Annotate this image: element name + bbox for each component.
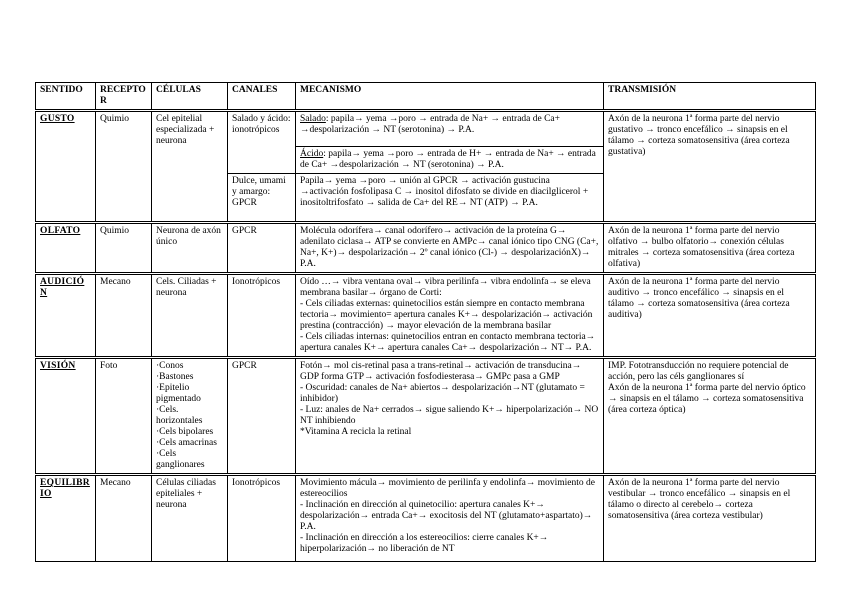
cell-olfato-celulas: Neurona de axón único	[151, 221, 228, 274]
sense-label-gusto: GUSTO	[40, 114, 75, 124]
row-audicion: AUDICIÓN Mecano Cels. Ciliadas + neurona…	[35, 272, 816, 358]
senses-table: SENTIDO RECEPTOR CÉLULAS CANALES MECANIS…	[35, 82, 816, 562]
header-celulas: CÉLULAS	[151, 82, 228, 111]
cell-audicion-receptor: Mecano	[95, 272, 152, 358]
mechanism-lead-salado: Salado	[300, 114, 326, 124]
transmission-line: Axón de la neurona 1ª forma parte del ne…	[608, 383, 806, 415]
cell-olfato-receptor: Quimio	[95, 221, 152, 274]
cell-list-item: ·Cels amacrinas	[156, 438, 217, 448]
cell-audicion-celulas: Cels. Ciliadas + neurona	[151, 272, 228, 358]
cell-vision-mecanismo: Fotón→ mol cis-retinal pasa a trans-reti…	[295, 356, 604, 475]
cell-vision-celulas: ·Conos ·Bastones ·Epitelio pigmentado ·C…	[151, 356, 228, 475]
mechanism-text-salado: : papila→ yema →poro → entrada de Na+ → …	[300, 114, 561, 135]
header-receptor: RECEPTOR	[95, 82, 152, 111]
cell-gusto-mecanismo-dulce: Papila→ yema →poro → unión al GPCR → act…	[295, 173, 604, 223]
cell-gusto-transmision: Axón de la neurona 1ª forma parte del ne…	[603, 109, 816, 223]
cell-olfato-canales: GPCR	[227, 221, 296, 274]
mechanism-lead-acido: Ácido	[300, 149, 324, 159]
cell-gusto-celulas: Cel epitelial especializada + neurona	[151, 109, 228, 223]
cell-olfato-sentido: OLFATO	[35, 221, 96, 274]
mechanism-text-acido: : papila→ yema →poro → entrada de H+ → e…	[300, 149, 596, 170]
header-mecanismo: MECANISMO	[295, 82, 604, 111]
cell-gusto-canales-gpcr: Dulce, umami y amargo: GPCR	[227, 173, 296, 223]
mechanism-line: *Vitamina A recicla la retinal	[300, 427, 412, 437]
table-header-row: SENTIDO RECEPTOR CÉLULAS CANALES MECANIS…	[35, 82, 816, 111]
row-gusto-dulce: Dulce, umami y amargo: GPCR Papila→ yema…	[36, 173, 816, 223]
cell-list-item: ·Conos	[156, 361, 184, 371]
cell-audicion-sentido: AUDICIÓN	[35, 272, 96, 358]
cell-gusto-receptor: Quimio	[95, 109, 152, 223]
cell-equilibrio-receptor: Mecano	[95, 473, 152, 562]
row-vision: VISIÓN Foto ·Conos ·Bastones ·Epitelio p…	[35, 356, 816, 475]
cell-olfato-mecanismo: Molécula odorífera→ canal odorífero→ act…	[295, 221, 604, 274]
row-gusto-acido: Ácido: papila→ yema →poro → entrada de H…	[36, 146, 816, 174]
cell-list-item: ·Cels. horizontales	[156, 405, 203, 426]
cell-list-item: ·Bastones	[156, 372, 194, 382]
cell-equilibrio-sentido: EQUILIBRIO	[35, 473, 96, 562]
mechanism-line: Movimiento mácula→ movimiento de perilin…	[300, 478, 595, 499]
mechanism-line: - Cels ciliadas internas: quinetocilios …	[300, 332, 596, 353]
cell-audicion-canales: Ionotrópicos	[227, 272, 296, 358]
cell-equilibrio-celulas: Células ciliadas epiteliales + neurona	[151, 473, 228, 562]
cell-gusto-sentido: GUSTO	[35, 109, 96, 223]
cell-audicion-transmision: Axón de la neurona 1ª forma parte del ne…	[603, 272, 816, 358]
mechanism-line: - Oscuridad: canales de Na+ abiertos→ de…	[300, 383, 585, 404]
sense-label-vision: VISIÓN	[40, 361, 76, 371]
cell-gusto-canales-ionotropicos: Salado y ácido: ionotrópicos	[227, 109, 296, 174]
header-canales: CANALES	[227, 82, 296, 111]
cell-vision-transmision: IMP. Fototransducción no requiere potenc…	[603, 356, 816, 475]
cell-gusto-mecanismo-acido: Ácido: papila→ yema →poro → entrada de H…	[295, 146, 604, 174]
sense-label-equilibrio: EQUILIBRIO	[40, 478, 90, 499]
mechanism-line: Fotón→ mol cis-retinal pasa a trans-reti…	[300, 361, 582, 382]
cell-olfato-transmision: Axón de la neurona 1ª forma parte del ne…	[603, 221, 816, 274]
cell-equilibrio-transmision: Axón de la neurona 1ª forma parte del ne…	[603, 473, 816, 562]
cell-gusto-mecanismo-salado: Salado: papila→ yema →poro → entrada de …	[295, 109, 604, 147]
transmission-line: IMP. Fototransducción no requiere potenc…	[608, 361, 789, 382]
cell-equilibrio-mecanismo: Movimiento mácula→ movimiento de perilin…	[295, 473, 604, 562]
header-transmision: TRANSMISIÓN	[603, 82, 816, 111]
header-sentido: SENTIDO	[35, 82, 96, 111]
row-equilibrio: EQUILIBRIO Mecano Células ciliadas epite…	[35, 473, 816, 562]
row-gusto: GUSTO Quimio Cel epitelial especializada…	[35, 109, 816, 223]
mechanism-line: - Inclinación en dirección al quinetocil…	[300, 500, 593, 532]
cell-audicion-mecanismo: Oído …→ vibra ventana oval→ vibra perili…	[295, 272, 604, 358]
mechanism-line: - Luz: anales de Na+ cerrados→ sigue sal…	[300, 405, 599, 426]
sense-label-audicion: AUDICIÓN	[40, 277, 85, 298]
cell-list-item: ·Cels bipolares	[156, 427, 214, 437]
cell-list-item: ·Epitelio pigmentado	[156, 383, 201, 404]
mechanism-line: - Cels ciliadas externas: quinetocilios …	[300, 299, 593, 331]
sense-label-olfato: OLFATO	[40, 226, 81, 236]
cell-list-item: ·Cels ganglionares	[156, 449, 205, 470]
cell-vision-receptor: Foto	[95, 356, 152, 475]
cell-vision-sentido: VISIÓN	[35, 356, 96, 475]
row-olfato: OLFATO Quimio Neurona de axón único GPCR…	[35, 221, 816, 274]
mechanism-line: - Inclinación en dirección a los estereo…	[300, 533, 549, 554]
cell-vision-canales: GPCR	[227, 356, 296, 475]
mechanism-line: Oído …→ vibra ventana oval→ vibra perili…	[300, 277, 591, 298]
cell-equilibrio-canales: Ionotrópicos	[227, 473, 296, 562]
